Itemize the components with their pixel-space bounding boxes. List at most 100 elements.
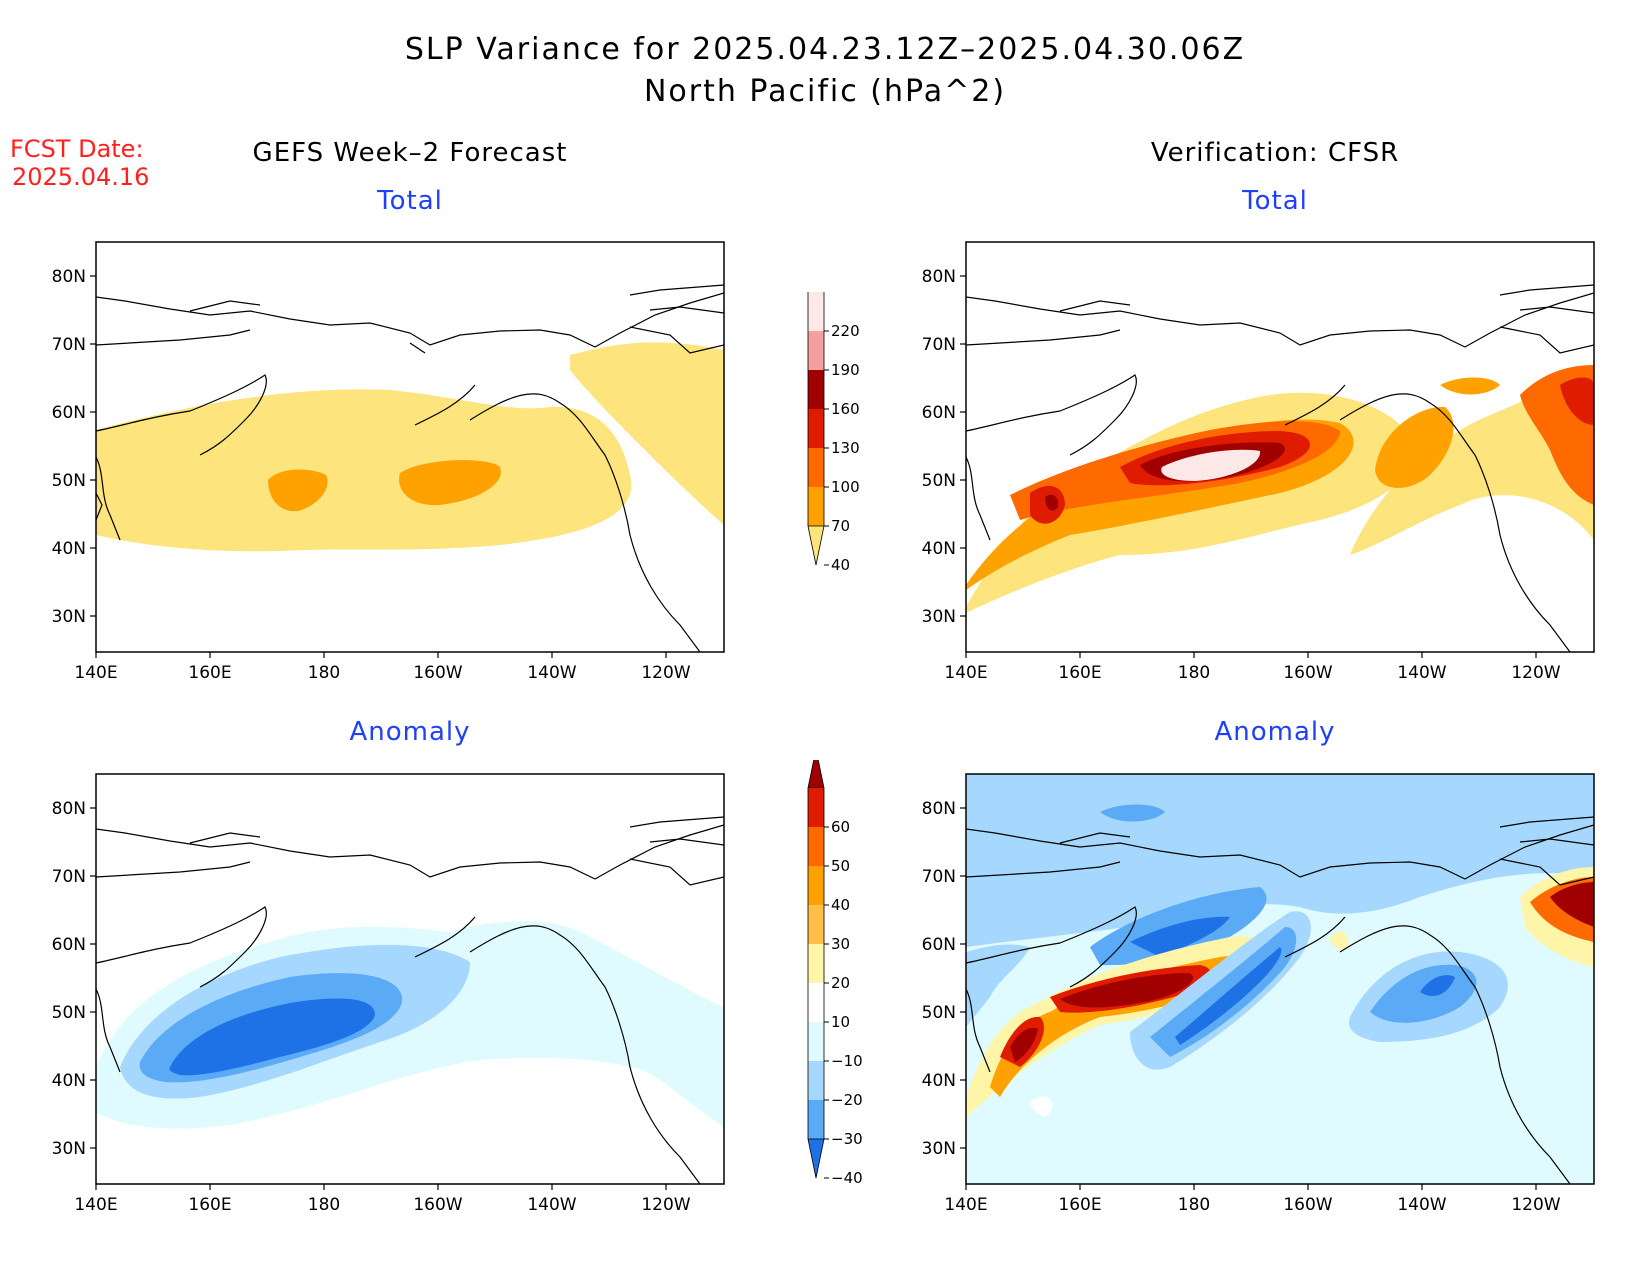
colorbar-label: 100 bbox=[831, 478, 860, 496]
colorbar-label: 130 bbox=[831, 439, 860, 457]
lon-label: 160E bbox=[188, 1195, 231, 1215]
top-right-panel-title: Total bbox=[1242, 186, 1308, 216]
lon-label: 140W bbox=[1397, 663, 1446, 683]
lon-label: 160W bbox=[413, 1195, 462, 1215]
lat-label: 80N bbox=[52, 267, 86, 287]
colorbar-label: 220 bbox=[831, 322, 860, 340]
lat-label: 60N bbox=[922, 935, 956, 955]
lon-label: 180 bbox=[308, 663, 340, 683]
colorbar-swatch bbox=[808, 788, 824, 827]
colorbar-swatch bbox=[808, 1100, 824, 1139]
colorbar-swatch bbox=[808, 983, 824, 1022]
colorbar-label: −10 bbox=[831, 1052, 863, 1070]
lat-label: 30N bbox=[922, 607, 956, 627]
lat-label: 40N bbox=[52, 1071, 86, 1091]
lon-label: 120W bbox=[641, 1195, 690, 1215]
colorbar-swatch bbox=[808, 827, 824, 866]
lon-label: 140E bbox=[944, 663, 987, 683]
lon-label: 160E bbox=[1058, 1195, 1101, 1215]
left-column-title: GEFS Week–2 Forecast bbox=[252, 138, 568, 168]
colorbar-swatch bbox=[808, 409, 824, 448]
lat-label: 50N bbox=[52, 471, 86, 491]
lat-label: 40N bbox=[922, 539, 956, 559]
colorbar-label: 70 bbox=[831, 517, 850, 535]
colorbar-label: 50 bbox=[831, 857, 850, 875]
lon-label: 160E bbox=[188, 663, 231, 683]
colorbar-swatch bbox=[808, 331, 824, 370]
bottom-right-panel-title: Anomaly bbox=[1214, 717, 1336, 747]
lat-label: 70N bbox=[52, 335, 86, 355]
lat-label: 70N bbox=[922, 867, 956, 887]
colorbar-label: 60 bbox=[831, 818, 850, 836]
lon-label: 160W bbox=[1283, 1195, 1332, 1215]
lon-label: 160E bbox=[1058, 663, 1101, 683]
map-gefs-total: 80N 70N 60N 50N 40N 30N 140E 160E 180 160W 140W 12… bbox=[30, 235, 730, 695]
lat-label: 50N bbox=[922, 471, 956, 491]
colorbar-arrow-bottom bbox=[807, 525, 825, 566]
map-gefs-anomaly: 80N 70N 60N 50N 40N 30N 140E 160E 180 160W 140W 12… bbox=[30, 767, 730, 1227]
colorbar-label: 10 bbox=[831, 1013, 850, 1031]
lon-label: 180 bbox=[1178, 1195, 1210, 1215]
colorbar-swatch bbox=[808, 1022, 824, 1061]
colorbar-arrow-bottom bbox=[807, 1138, 825, 1179]
colorbar-arrow-top bbox=[807, 760, 825, 789]
map-cfsr-total: 80N 70N 60N 50N 40N 30N 140E 160E 180 160W 140W 12… bbox=[900, 235, 1600, 695]
colorbar-label: 20 bbox=[831, 974, 850, 992]
colorbar-label: 160 bbox=[831, 400, 860, 418]
map-cfsr-anomaly: 80N 70N 60N 50N 40N 30N 140E 160E 180 160W 140W 12… bbox=[900, 767, 1600, 1227]
colorbar-label: 190 bbox=[831, 361, 860, 379]
lon-label: 160W bbox=[1283, 663, 1332, 683]
cfsr-anomaly-field bbox=[966, 774, 1594, 1184]
colorbar-swatch bbox=[808, 487, 824, 526]
main-subtitle: North Pacific (hPa^2) bbox=[643, 74, 1007, 109]
colorbar-label: 40 bbox=[831, 896, 850, 914]
lat-label: 50N bbox=[52, 1003, 86, 1023]
lat-label: 80N bbox=[52, 799, 86, 819]
lat-label: 60N bbox=[52, 403, 86, 423]
cfsr-total-field bbox=[966, 365, 1594, 613]
lon-label: 140W bbox=[1397, 1195, 1446, 1215]
lat-label: 30N bbox=[52, 1139, 86, 1159]
gefs-anomaly-field bbox=[96, 921, 724, 1129]
lon-label: 140W bbox=[527, 1195, 576, 1215]
main-title: SLP Variance for 2025.04.23.12Z–2025.04.… bbox=[404, 32, 1246, 67]
coastline bbox=[96, 816, 724, 1184]
coastline bbox=[966, 816, 1594, 1184]
coastline bbox=[96, 284, 724, 652]
lon-label: 180 bbox=[1178, 663, 1210, 683]
colorbar-label: −40 bbox=[831, 1169, 863, 1187]
lat-label: 60N bbox=[52, 935, 86, 955]
lon-label: 160W bbox=[413, 663, 462, 683]
lon-label: 180 bbox=[308, 1195, 340, 1215]
top-left-panel-title: Total bbox=[377, 186, 443, 216]
colorbar-swatch bbox=[808, 905, 824, 944]
coastline bbox=[966, 284, 1594, 652]
gefs-total-field bbox=[96, 342, 724, 552]
colorbar-label: −30 bbox=[831, 1130, 863, 1148]
lat-label: 30N bbox=[922, 1139, 956, 1159]
bottom-left-panel-title: Anomaly bbox=[349, 717, 471, 747]
lat-label: 40N bbox=[52, 539, 86, 559]
lon-label: 120W bbox=[1511, 663, 1560, 683]
lat-label: 30N bbox=[52, 607, 86, 627]
lon-label: 120W bbox=[1511, 1195, 1560, 1215]
lat-label: 60N bbox=[922, 403, 956, 423]
lat-label: 50N bbox=[922, 1003, 956, 1023]
colorbar-total: 220 190 160 130 100 70 40 bbox=[807, 292, 860, 574]
colorbar-swatch bbox=[808, 292, 824, 331]
lon-label: 140E bbox=[944, 1195, 987, 1215]
colorbar-label: 30 bbox=[831, 935, 850, 953]
colorbar-swatch bbox=[808, 1061, 824, 1100]
colorbar-outline bbox=[807, 788, 825, 1139]
lat-label: 80N bbox=[922, 267, 956, 287]
colorbar-swatch bbox=[808, 370, 824, 409]
lon-label: 140E bbox=[74, 1195, 117, 1215]
colorbar-label: −20 bbox=[831, 1091, 863, 1109]
fcst-date-value: 2025.04.16 bbox=[12, 163, 150, 191]
lat-label: 80N bbox=[922, 799, 956, 819]
colorbar-anomaly: 60 50 40 30 20 10 −10 −20 −30 −40 bbox=[807, 760, 863, 1187]
lat-label: 40N bbox=[922, 1071, 956, 1091]
lat-label: 70N bbox=[922, 335, 956, 355]
lon-label: 140W bbox=[527, 663, 576, 683]
colorbar-swatch bbox=[808, 448, 824, 487]
